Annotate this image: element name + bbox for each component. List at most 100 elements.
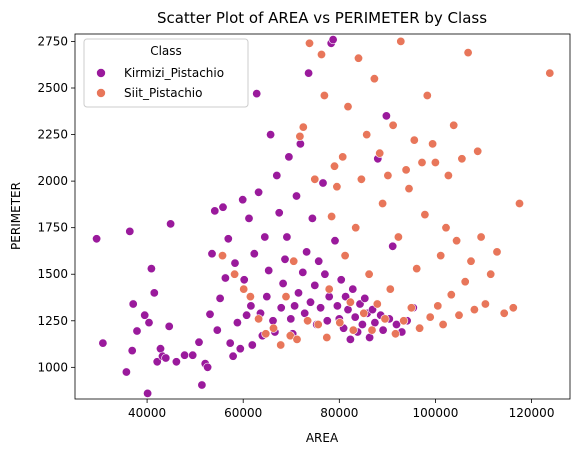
point-siit-28 — [343, 102, 353, 112]
point-siit-79 — [486, 269, 496, 279]
point-kirmizi-93 — [350, 312, 360, 322]
point-kirmizi-58 — [278, 278, 288, 288]
point-kirmizi-83 — [328, 35, 338, 45]
point-kirmizi-73 — [307, 213, 317, 223]
point-kirmizi-17 — [166, 219, 176, 229]
point-kirmizi-21 — [194, 337, 204, 347]
point-kirmizi-64 — [290, 301, 300, 311]
point-siit-82 — [508, 303, 518, 313]
y-tick-label-2: 1500 — [37, 267, 68, 281]
x-tick-label-1: 60000 — [224, 406, 262, 420]
point-kirmizi-50 — [262, 292, 272, 302]
point-siit-75 — [469, 305, 479, 315]
point-kirmizi-20 — [188, 350, 198, 360]
point-kirmizi-57 — [276, 303, 286, 313]
point-kirmizi-3 — [125, 226, 135, 236]
point-siit-10 — [289, 256, 299, 266]
point-siit-27 — [340, 251, 350, 261]
point-kirmizi-68 — [298, 267, 308, 277]
point-kirmizi-18 — [171, 357, 181, 367]
point-kirmizi-29 — [215, 293, 225, 303]
point-siit-25 — [335, 318, 345, 328]
point-kirmizi-97 — [360, 293, 370, 303]
point-siit-73 — [463, 48, 473, 58]
point-kirmizi-59 — [280, 254, 290, 264]
point-siit-44 — [385, 284, 395, 294]
point-kirmizi-36 — [232, 318, 242, 328]
y-tick-label-6: 2500 — [37, 81, 68, 95]
point-kirmizi-81 — [324, 292, 334, 302]
point-kirmizi-62 — [286, 314, 296, 324]
point-siit-15 — [304, 38, 314, 48]
point-siit-5 — [261, 329, 271, 339]
point-kirmizi-51 — [264, 265, 274, 275]
plot-frame — [74, 33, 571, 400]
point-kirmizi-52 — [266, 130, 276, 140]
point-kirmizi-40 — [242, 310, 252, 320]
point-kirmizi-30 — [218, 202, 228, 212]
point-kirmizi-79 — [320, 269, 330, 279]
point-siit-50 — [401, 165, 411, 175]
point-siit-16 — [310, 174, 320, 184]
point-siit-7 — [276, 340, 286, 350]
point-siit-20 — [322, 332, 332, 342]
point-kirmizi-45 — [252, 89, 262, 99]
point-siit-47 — [393, 232, 403, 242]
point-siit-67 — [446, 290, 456, 300]
point-siit-18 — [316, 49, 326, 59]
point-kirmizi-11 — [149, 288, 159, 298]
point-kirmizi-56 — [274, 208, 284, 218]
point-kirmizi-1 — [98, 338, 108, 348]
point-siit-21 — [324, 284, 334, 294]
point-kirmizi-71 — [304, 68, 314, 78]
point-kirmizi-104 — [378, 325, 388, 335]
point-siit-53 — [409, 135, 419, 145]
point-kirmizi-13 — [156, 344, 166, 354]
point-kirmizi-7 — [140, 310, 150, 320]
point-siit-49 — [399, 316, 409, 326]
point-kirmizi-8 — [143, 388, 153, 398]
point-kirmizi-25 — [205, 309, 215, 319]
y-axis-label: PERIMETER — [9, 182, 23, 250]
point-siit-68 — [449, 120, 459, 130]
y-tick-label-4: 2000 — [37, 174, 68, 188]
point-kirmizi-16 — [164, 321, 174, 331]
point-kirmizi-39 — [239, 275, 249, 285]
point-kirmizi-44 — [249, 249, 259, 259]
legend-label-siit: Siit_Pistachio — [124, 86, 203, 100]
point-kirmizi-32 — [223, 234, 233, 244]
point-kirmizi-5 — [132, 326, 142, 336]
point-siit-76 — [473, 146, 483, 156]
point-siit-14 — [303, 316, 313, 326]
point-siit-60 — [428, 139, 438, 149]
point-siit-13 — [298, 122, 308, 132]
point-siit-43 — [383, 171, 393, 181]
point-siit-52 — [406, 303, 416, 313]
point-siit-59 — [425, 312, 435, 322]
x-axis-ticks: 40000 60000 80000 100000 120000 — [128, 399, 554, 420]
point-kirmizi-101 — [370, 318, 380, 328]
point-kirmizi-76 — [314, 256, 324, 266]
point-siit-66 — [443, 171, 453, 181]
point-kirmizi-107 — [388, 241, 398, 251]
point-kirmizi-27 — [210, 206, 220, 216]
point-kirmizi-67 — [295, 139, 305, 149]
point-siit-39 — [372, 299, 382, 309]
point-kirmizi-43 — [247, 340, 257, 350]
point-kirmizi-6 — [127, 346, 137, 356]
point-kirmizi-66 — [293, 288, 303, 298]
point-siit-30 — [348, 325, 358, 335]
point-kirmizi-22 — [197, 380, 207, 390]
point-siit-11 — [292, 334, 302, 344]
point-siit-24 — [332, 182, 342, 192]
point-siit-36 — [364, 269, 374, 279]
x-tick-label-3: 100000 — [413, 406, 459, 420]
point-siit-70 — [454, 310, 464, 320]
point-siit-41 — [378, 199, 388, 209]
point-kirmizi-60 — [282, 232, 292, 242]
x-tick-label-4: 120000 — [509, 406, 555, 420]
point-siit-2 — [239, 284, 249, 294]
point-siit-57 — [420, 210, 430, 220]
point-kirmizi-80 — [322, 316, 332, 326]
